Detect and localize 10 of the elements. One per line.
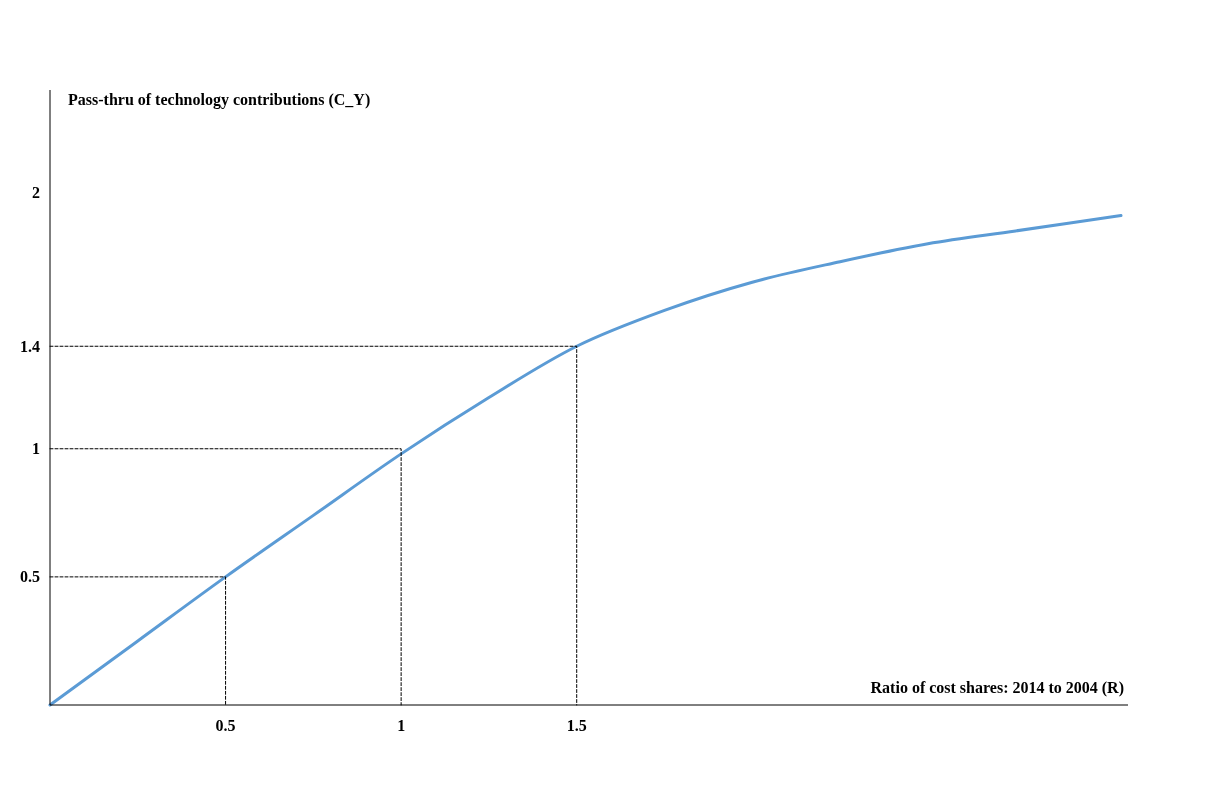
x-tick-label: 0.5 [215,717,236,734]
y-tick-label: 1.4 [20,337,40,355]
line-series [48,214,1123,707]
x-tick-label: 1.5 [566,717,587,734]
y-axis-title: Pass-thru of technology contributions (C_Y) [68,91,371,109]
x-tick-label: 1 [397,717,406,734]
y-tick-label: 1 [32,440,40,458]
y-tick-label: 0.5 [20,568,40,586]
y-tick-label: 2 [32,184,40,202]
x-axis-title: Ratio of cost shares: 2014 to 2004 (R) [870,679,1124,697]
